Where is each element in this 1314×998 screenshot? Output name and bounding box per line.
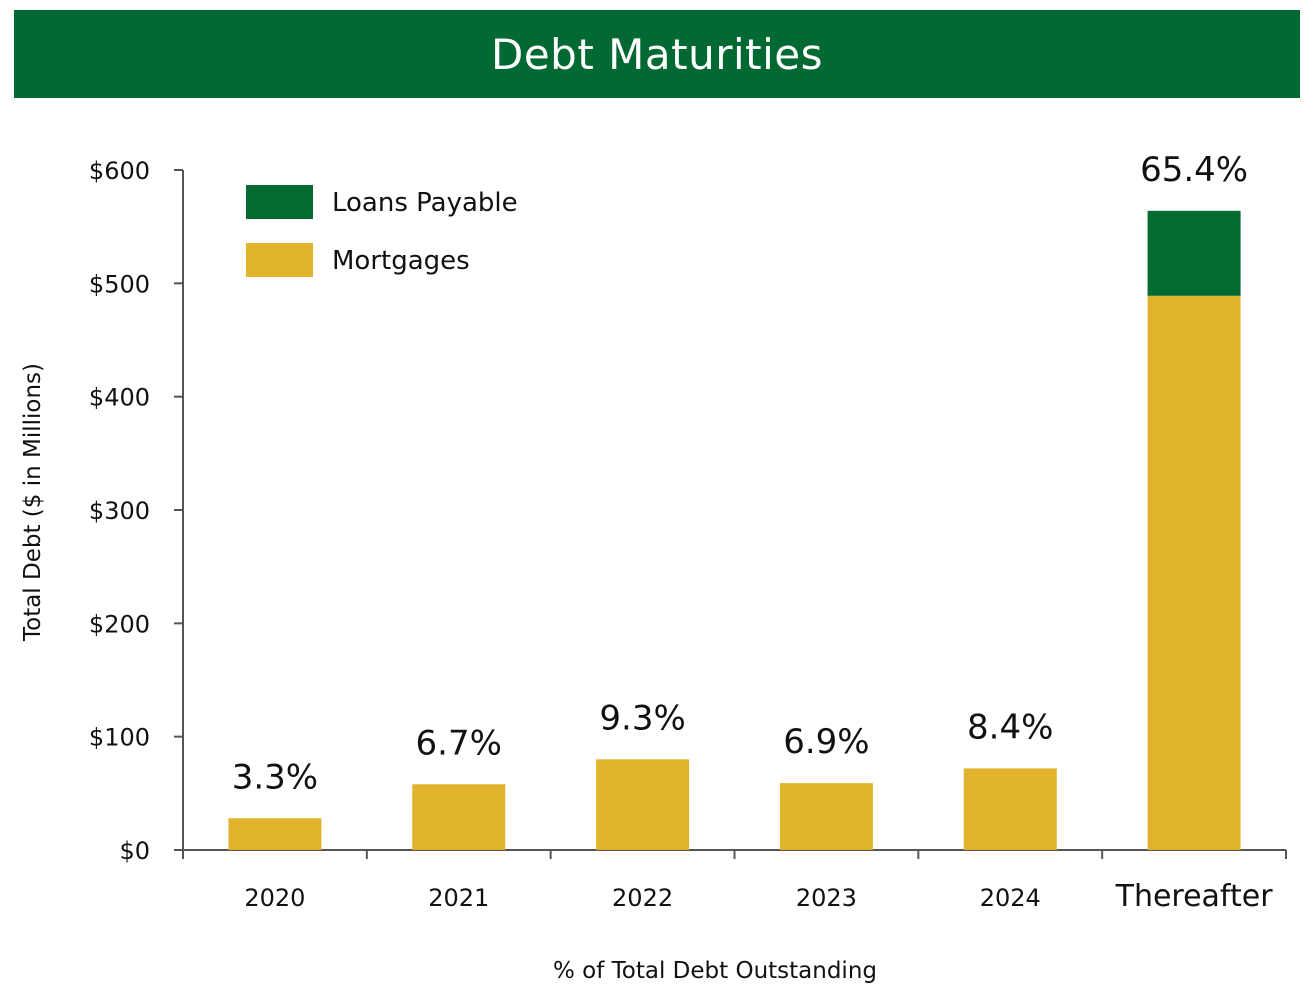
legend-swatch-loans-payable <box>246 185 313 219</box>
y-tick-label: $600 <box>89 157 150 185</box>
y-tick-label: $300 <box>89 497 150 525</box>
data-label: 8.4% <box>967 707 1053 747</box>
x-tick-label: 2024 <box>980 884 1041 912</box>
x-tick-label: Thereafter <box>1115 879 1274 914</box>
y-tick-label: $500 <box>89 270 150 298</box>
legend-label-loans-payable: Loans Payable <box>332 188 518 218</box>
chart-header: Debt Maturities <box>14 10 1300 98</box>
y-tick-label: $0 <box>119 837 150 865</box>
y-tick-label: $400 <box>89 384 150 412</box>
legend: Loans Payable Mortgages <box>246 185 518 277</box>
chart-title: Debt Maturities <box>490 29 823 79</box>
x-axis-title: % of Total Debt Outstanding <box>553 958 877 984</box>
bar-mortgages-2021 <box>412 784 506 850</box>
x-tick-label: 2020 <box>244 884 305 912</box>
axis-layer: $0 $100 $200 $300 $400 $500 $600 <box>89 157 1287 865</box>
data-label: 9.3% <box>599 698 685 738</box>
y-tick-label: $200 <box>89 610 150 638</box>
data-label: 6.7% <box>416 723 502 763</box>
bar-mortgages-2020 <box>228 818 322 850</box>
x-tick-label: 2023 <box>796 884 857 912</box>
data-label: 6.9% <box>783 722 869 762</box>
y-axis-title: Total Debt ($ in Millions) <box>20 363 46 642</box>
legend-label-mortgages: Mortgages <box>332 246 470 276</box>
bar-loans-payable-thereafter <box>1147 210 1241 296</box>
bar-mortgages-2024 <box>963 768 1057 850</box>
x-tick-label: 2022 <box>612 884 673 912</box>
labels-layer: 2020 3.3% 2021 6.7% 2022 9.3% 2023 6.9% 2024 8.4%… <box>232 150 1273 914</box>
bar-mortgages-thereafter <box>1147 295 1241 850</box>
bars-layer <box>228 210 1241 850</box>
x-tick-label: 2021 <box>428 884 489 912</box>
legend-swatch-mortgages <box>246 243 313 277</box>
bar-mortgages-2023 <box>779 783 873 850</box>
data-label: 65.4% <box>1140 150 1248 190</box>
bar-mortgages-2022 <box>596 759 690 850</box>
y-tick-label: $100 <box>89 724 150 752</box>
data-label: 3.3% <box>232 757 318 797</box>
